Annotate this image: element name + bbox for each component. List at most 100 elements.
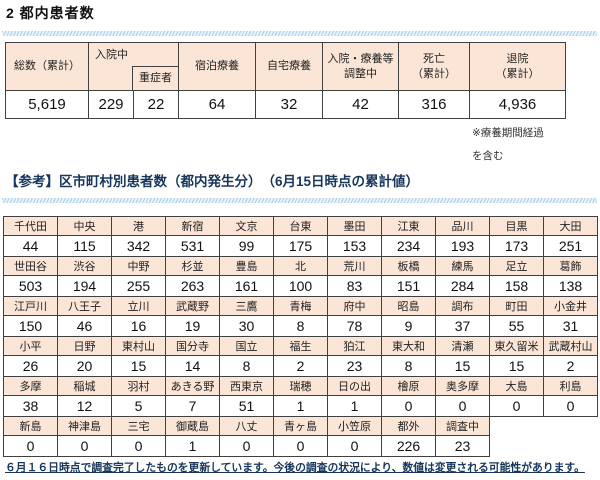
header-adjusting: 入院・療養等 調整中 <box>322 42 399 91</box>
ward-name-cell: 青梅 <box>273 296 328 316</box>
ward-name-cell: 葛飾 <box>543 256 598 276</box>
ward-name-cell: 清瀬 <box>435 336 490 356</box>
ward-name-cell: 墨田 <box>327 216 382 236</box>
ward-name-cell: 三宅 <box>111 416 166 436</box>
ward-value-cell: 99 <box>219 235 274 257</box>
ward-value-cell: 151 <box>381 275 436 297</box>
ward-value-row: 0 0 0 1 0 0 0 226 23 <box>3 435 598 457</box>
ward-value-cell: 78 <box>327 315 382 337</box>
ward-name-cell: 国分寺 <box>165 336 220 356</box>
ward-value-cell: 37 <box>435 315 490 337</box>
ward-name-row: 新島 神津島 三宅 御蔵島 八丈 青ヶ島 小笠原 都外 調査中 <box>3 416 598 436</box>
ward-value-cell: 9 <box>381 315 436 337</box>
section-divider <box>2 198 597 203</box>
ward-value-cell: 23 <box>435 435 490 457</box>
ward-name-cell: 豊島 <box>219 256 274 276</box>
ward-value-cell: 531 <box>165 235 220 257</box>
ward-name-cell: 日野 <box>57 336 112 356</box>
ward-value-cell: 342 <box>111 235 166 257</box>
header-severe: 重症者 <box>132 66 178 90</box>
ward-name-row: 世田谷 渋谷 中野 杉並 豊島北荒川 板橋 練馬 足立 葛飾 <box>3 256 598 276</box>
ward-name-cell: 調査中 <box>435 416 490 436</box>
ward-value-cell: 38 <box>3 395 58 417</box>
ward-name-cell: 東村山 <box>111 336 166 356</box>
ward-name-row: 江戸川 八王子 立川 武蔵野 三鷹 青梅 府中 昭島 調布 町田 小金井 <box>3 296 598 316</box>
ward-name-cell: 福生 <box>273 336 328 356</box>
ward-name-cell: 稲城 <box>57 376 112 396</box>
page-title: 2 都内患者数 <box>6 5 95 21</box>
ward-value-cell: 284 <box>435 275 490 297</box>
ward-name-cell: 世田谷 <box>3 256 58 276</box>
ward-value-cell: 255 <box>111 275 166 297</box>
ward-name-cell: 檜原 <box>381 376 436 396</box>
ward-name-cell: 東久留米 <box>489 336 544 356</box>
ward-name-cell: 三鷹 <box>219 296 274 316</box>
ward-name-cell: 大島 <box>489 376 544 396</box>
ward-value-row: 44 115 342 531 99 175 153 234 193 173 251 <box>3 235 598 257</box>
ward-name-cell: 台東 <box>273 216 328 236</box>
ward-value-cell: 55 <box>489 315 544 337</box>
ward-value-cell: 251 <box>543 235 598 257</box>
ward-value-cell: 44 <box>3 235 58 257</box>
ward-name-cell: 東大和 <box>381 336 436 356</box>
header-hospitalized: 入院中 重症者 <box>88 42 179 91</box>
ward-value-cell: 234 <box>381 235 436 257</box>
ward-value-cell: 7 <box>165 395 220 417</box>
ward-value-cell: 193 <box>435 235 490 257</box>
ward-name-cell: 新宿 <box>165 216 220 236</box>
ward-name-cell: 奥多摩 <box>435 376 490 396</box>
ward-value-cell: 8 <box>381 355 436 377</box>
value-home-care: 32 <box>255 90 323 119</box>
ward-value-cell: 23 <box>327 355 382 377</box>
value-discharged: 4,936 <box>469 90 566 119</box>
ward-name-cell: 八王子 <box>57 296 112 316</box>
ward-name-cell: 江東 <box>381 216 436 236</box>
header-deaths: 死亡 （累計） <box>398 42 470 91</box>
ward-name-cell: 荒川 <box>327 256 382 276</box>
ward-value-cell: 1 <box>273 395 328 417</box>
ward-value-row: 150 46 16 19 30 8 78 9 37 55 31 <box>3 315 598 337</box>
ward-value-cell: 161 <box>219 275 274 297</box>
ward-table: 千代田 中央港新宿 文京 台東 墨田 江東 品川 目黒 大田 44 115 342 531 99 175 15… <box>3 216 598 457</box>
ward-value-cell: 173 <box>489 235 544 257</box>
summary-header-row: 総数（累計） 入院中 重症者 宿泊療養 自宅療養 入院・療養等 調整中 死亡 （… <box>5 42 566 91</box>
value-hospitalized: 229 <box>88 90 134 119</box>
ward-value-cell: 0 <box>435 395 490 417</box>
ward-value-cell: 26 <box>3 355 58 377</box>
ward-name-cell: 大田 <box>543 216 598 236</box>
ward-name-cell: 千代田 <box>3 216 58 236</box>
ward-name-cell: 杉並 <box>165 256 220 276</box>
ward-name-cell: 小笠原 <box>327 416 382 436</box>
ward-name-cell: 羽村 <box>111 376 166 396</box>
ward-value-cell: 20 <box>57 355 112 377</box>
ward-value-cell: 31 <box>543 315 598 337</box>
header-discharged: 退院 （累計） <box>469 42 566 91</box>
ward-name-cell: あきる野 <box>165 376 220 396</box>
summary-table: 総数（累計） 入院中 重症者 宿泊療養 自宅療養 入院・療養等 調整中 死亡 （… <box>5 42 566 119</box>
ward-name-row: 多摩 稲城 羽村 あきる野 西東京 瑞穂 日の出 檜原 奥多摩 大島 利島 <box>3 376 598 396</box>
ward-name-cell: 新島 <box>3 416 58 436</box>
ward-value-row: 38 12 5 7 51 1 1 0 0 0 0 <box>3 395 598 417</box>
ward-value-cell: 2 <box>543 355 598 377</box>
ward-name-cell: 江戸川 <box>3 296 58 316</box>
ward-value-cell: 0 <box>273 435 328 457</box>
ward-value-cell: 100 <box>273 275 328 297</box>
ward-value-row: 26 20 15 14 8 2 23 8 15 15 2 <box>3 355 598 377</box>
ward-name-cell: 町田 <box>489 296 544 316</box>
ward-name-cell: 目黒 <box>489 216 544 236</box>
ward-name-cell: 港 <box>111 216 166 236</box>
ward-name-cell: 昭島 <box>381 296 436 316</box>
ward-value-cell: 226 <box>381 435 436 457</box>
ward-value-cell: 46 <box>57 315 112 337</box>
ward-value-cell: 1 <box>327 395 382 417</box>
ward-name-cell: 利島 <box>543 376 598 396</box>
ward-name-cell: 北 <box>273 256 328 276</box>
ward-value-cell: 0 <box>57 435 112 457</box>
ward-value-cell: 0 <box>381 395 436 417</box>
ward-name-cell: 瑞穂 <box>273 376 328 396</box>
ward-name-row: 千代田 中央港新宿 文京 台東 墨田 江東 品川 目黒 大田 <box>3 216 598 236</box>
ward-value-cell: 115 <box>57 235 112 257</box>
ward-name-cell: 狛江 <box>327 336 382 356</box>
ward-name-cell: 渋谷 <box>57 256 112 276</box>
